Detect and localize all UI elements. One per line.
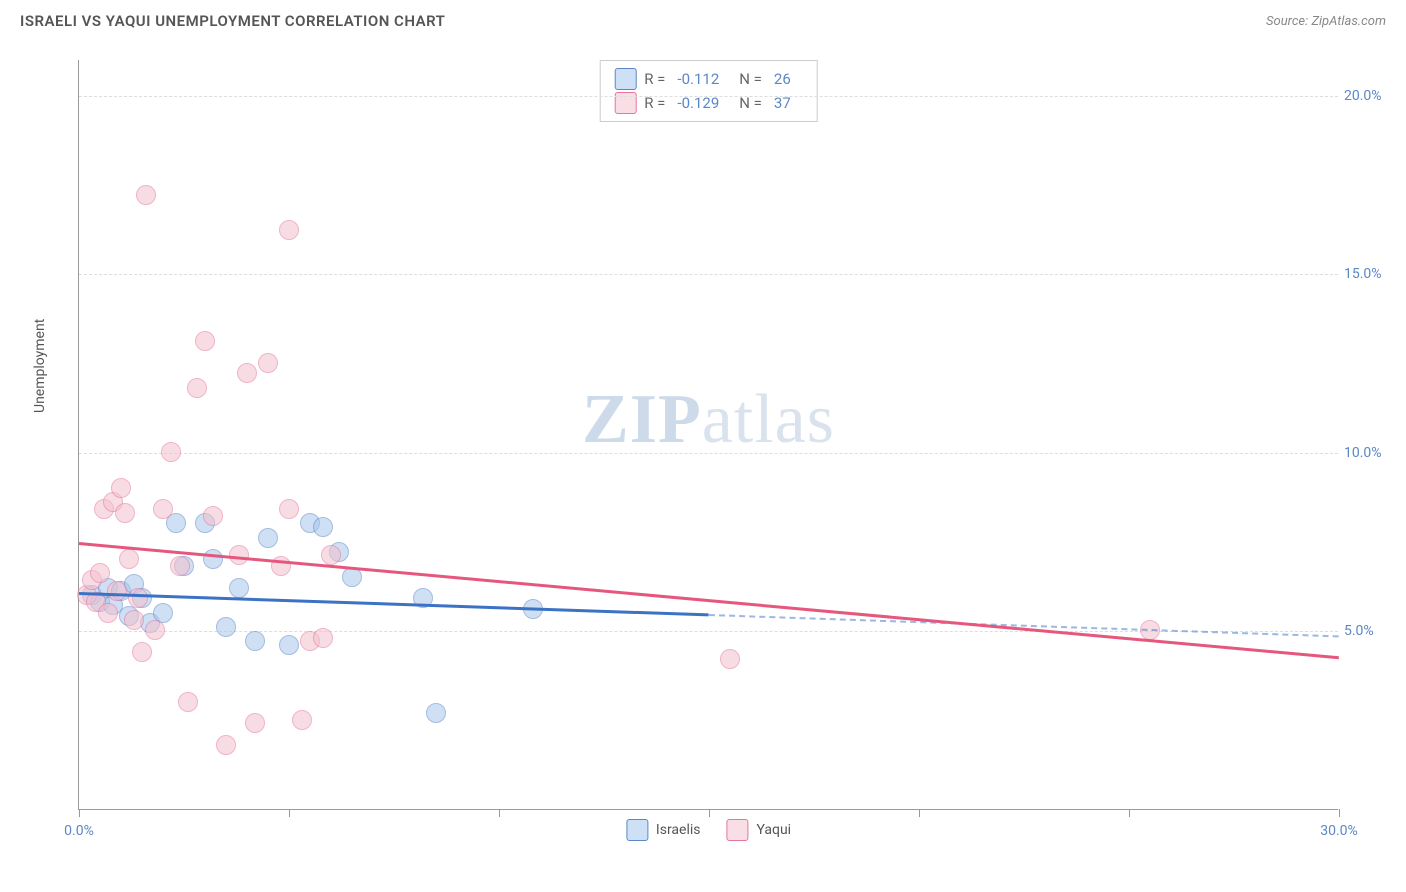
data-point xyxy=(136,185,156,205)
data-point xyxy=(124,610,144,630)
data-point xyxy=(313,517,333,537)
x-tick xyxy=(1129,809,1130,817)
data-point xyxy=(178,692,198,712)
stats-legend: R = -0.112 N = 26 R = -0.129 N = 37 xyxy=(599,60,818,122)
data-point xyxy=(115,503,135,523)
data-point xyxy=(321,545,341,565)
source-prefix: Source: xyxy=(1266,14,1311,29)
data-point xyxy=(258,353,278,373)
legend-label: Israelis xyxy=(656,822,701,838)
data-point xyxy=(111,478,131,498)
legend-item: Israelis xyxy=(626,819,701,841)
legend-swatch xyxy=(726,819,748,841)
stat-n-value: 26 xyxy=(774,67,791,91)
stat-r-value: -0.112 xyxy=(677,67,719,91)
data-point xyxy=(195,331,215,351)
x-tick xyxy=(79,809,80,817)
plot-region: ZIPatlas R =-0.112N =26R =-0.129N =37 Is… xyxy=(78,60,1338,810)
legend-swatch xyxy=(626,819,648,841)
stats-legend-row: R = -0.112 N = 26 xyxy=(614,67,803,91)
data-point xyxy=(216,735,236,755)
data-point xyxy=(216,617,236,637)
data-point xyxy=(279,499,299,519)
x-tick xyxy=(709,809,710,817)
stat-n-label: N = xyxy=(739,67,762,91)
data-point xyxy=(107,581,127,601)
x-tick xyxy=(499,809,500,817)
stat-n-value: 37 xyxy=(774,91,791,115)
data-point xyxy=(237,363,257,383)
legend-item: Yaqui xyxy=(726,819,791,841)
data-point xyxy=(90,563,110,583)
chart-header: ISRAELI VS YAQUI UNEMPLOYMENT CORRELATIO… xyxy=(0,0,1406,38)
data-point xyxy=(128,588,148,608)
watermark-atlas: atlas xyxy=(702,381,835,458)
data-point xyxy=(279,635,299,655)
data-point xyxy=(229,578,249,598)
legend-swatch xyxy=(614,68,636,90)
x-tick xyxy=(919,809,920,817)
chart-title: ISRAELI VS YAQUI UNEMPLOYMENT CORRELATIO… xyxy=(20,12,445,30)
series-legend: Israelis Yaqui xyxy=(626,819,791,841)
trend-line-extrapolated xyxy=(709,614,1339,637)
data-point xyxy=(161,442,181,462)
data-point xyxy=(203,506,223,526)
data-point xyxy=(132,642,152,662)
source-attribution: Source: ZipAtlas.com xyxy=(1266,14,1386,29)
data-point xyxy=(187,378,207,398)
scatter-chart: Unemployment ZIPatlas R =-0.112N =26R =-… xyxy=(50,50,1370,840)
data-point xyxy=(258,528,278,548)
x-tick xyxy=(1339,809,1340,817)
data-point xyxy=(98,603,118,623)
y-tick-label: 20.0% xyxy=(1344,88,1400,104)
data-point xyxy=(720,649,740,669)
data-point xyxy=(279,220,299,240)
data-point xyxy=(170,556,190,576)
data-point xyxy=(292,710,312,730)
stats-legend-row: R = -0.129 N = 37 xyxy=(614,91,803,115)
data-point xyxy=(119,549,139,569)
data-point xyxy=(313,628,333,648)
gridline xyxy=(79,453,1338,454)
gridline xyxy=(79,96,1338,97)
y-axis-label: Unemployment xyxy=(32,319,48,413)
trend-line xyxy=(79,592,709,616)
y-tick-label: 10.0% xyxy=(1344,445,1400,461)
stat-r-value: -0.129 xyxy=(677,91,719,115)
x-tick-label: 30.0% xyxy=(1320,823,1358,839)
data-point xyxy=(145,620,165,640)
watermark: ZIPatlas xyxy=(582,380,835,460)
stat-n-label: N = xyxy=(739,91,762,115)
y-tick-label: 5.0% xyxy=(1344,623,1400,639)
data-point xyxy=(153,499,173,519)
x-tick-label: 0.0% xyxy=(64,823,94,839)
x-tick xyxy=(289,809,290,817)
stat-r-label: R = xyxy=(644,67,665,91)
source-name: ZipAtlas.com xyxy=(1311,14,1386,29)
legend-label: Yaqui xyxy=(756,822,791,838)
stat-r-label: R = xyxy=(644,91,665,115)
gridline xyxy=(79,274,1338,275)
watermark-zip: ZIP xyxy=(582,381,702,458)
data-point xyxy=(203,549,223,569)
data-point xyxy=(426,703,446,723)
data-point xyxy=(245,713,265,733)
data-point xyxy=(245,631,265,651)
y-tick-label: 15.0% xyxy=(1344,266,1400,282)
